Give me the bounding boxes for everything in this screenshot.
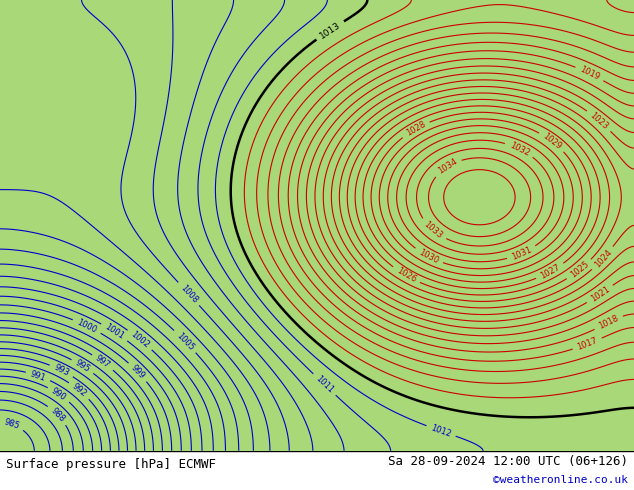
Text: 1026: 1026 — [394, 266, 417, 285]
Text: 1029: 1029 — [541, 131, 563, 151]
Text: 997: 997 — [94, 354, 112, 370]
Text: 1023: 1023 — [588, 110, 610, 131]
Text: 1031: 1031 — [510, 245, 533, 262]
Text: ©weatheronline.co.uk: ©weatheronline.co.uk — [493, 475, 628, 485]
Text: 1013: 1013 — [318, 20, 342, 40]
Text: 1027: 1027 — [539, 263, 562, 281]
Text: 1025: 1025 — [568, 260, 590, 280]
Text: 985: 985 — [3, 417, 21, 431]
Text: 1012: 1012 — [430, 423, 453, 439]
Text: 1001: 1001 — [103, 322, 126, 342]
Text: 988: 988 — [49, 406, 67, 424]
Text: 1033: 1033 — [422, 220, 444, 241]
Text: 1021: 1021 — [589, 285, 611, 304]
Text: 995: 995 — [74, 358, 92, 374]
Text: 1002: 1002 — [129, 330, 151, 350]
Text: 1019: 1019 — [578, 65, 601, 82]
Text: 1000: 1000 — [75, 318, 98, 335]
Text: Surface pressure [hPa] ECMWF: Surface pressure [hPa] ECMWF — [6, 458, 216, 471]
Text: 1032: 1032 — [508, 140, 531, 158]
Text: 1005: 1005 — [174, 331, 196, 352]
Text: 1008: 1008 — [178, 283, 199, 305]
Text: 1011: 1011 — [314, 374, 335, 395]
Text: 993: 993 — [53, 363, 70, 378]
Text: 999: 999 — [129, 363, 146, 381]
Text: 990: 990 — [50, 386, 68, 402]
Text: 1024: 1024 — [593, 247, 613, 269]
Text: Sa 28-09-2024 12:00 UTC (06+126): Sa 28-09-2024 12:00 UTC (06+126) — [387, 455, 628, 468]
Text: 1028: 1028 — [404, 120, 427, 138]
Text: 991: 991 — [29, 369, 47, 383]
Text: 1017: 1017 — [576, 336, 599, 352]
Text: 992: 992 — [70, 382, 88, 399]
Text: 1018: 1018 — [597, 314, 620, 331]
Text: 1030: 1030 — [417, 247, 440, 266]
Text: 1034: 1034 — [436, 157, 459, 176]
